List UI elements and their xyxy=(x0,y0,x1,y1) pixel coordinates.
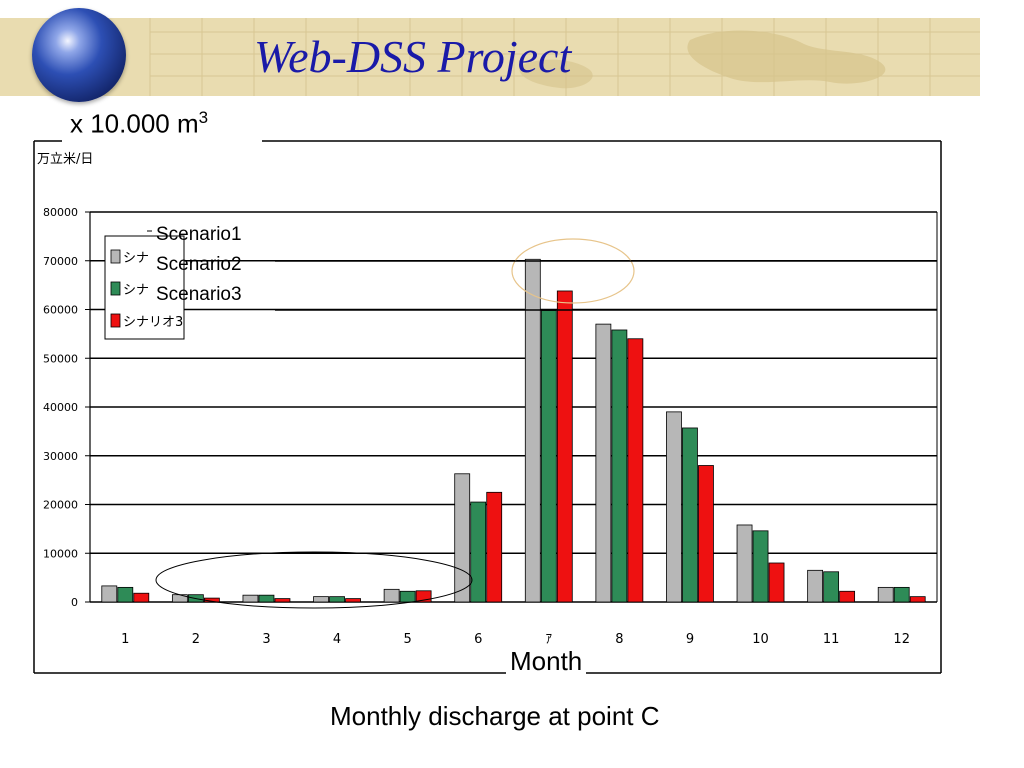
x-tick-label: 5 xyxy=(403,632,411,647)
bar-scenario2 xyxy=(470,501,487,603)
legend-series-label: シナ xyxy=(123,283,149,298)
continent-shape xyxy=(687,30,886,84)
y-tick-label: 40000 xyxy=(43,401,78,414)
y-tick-label: 50000 xyxy=(43,352,78,365)
unit-label: x 10.000 m3 xyxy=(70,108,208,140)
bar-scenario1 xyxy=(454,473,471,603)
x-tick-label: 1 xyxy=(121,632,129,647)
bar-scenario2 xyxy=(682,427,698,603)
unit-label-text: x 10.000 m xyxy=(70,108,199,139)
bar-scenario2 xyxy=(823,571,840,603)
legend-swatch xyxy=(110,249,121,264)
page-title: Web-DSS Project xyxy=(254,31,572,82)
x-tick-label: 6 xyxy=(474,632,482,647)
legend-overlay-scenario3: Scenario3 xyxy=(156,284,242,305)
legend-series-label: シナ xyxy=(123,251,149,266)
chart-caption: Monthly discharge at point C xyxy=(330,701,660,731)
bar-scenario2 xyxy=(329,596,345,603)
bar-scenario2 xyxy=(258,594,275,603)
bar-scenario1 xyxy=(383,588,400,603)
bar-scenario3 xyxy=(698,465,714,603)
low-flow-highlight-oval xyxy=(155,551,473,609)
y-tick-label: 10000 xyxy=(43,547,78,560)
bar-scenario3 xyxy=(133,592,150,603)
x-tick-label: 11 xyxy=(823,632,840,647)
x-tick-label: 9 xyxy=(686,632,694,647)
y-unit-text: 万立米/日 xyxy=(37,152,93,167)
bar-scenario2 xyxy=(611,329,628,603)
bar-scenario1 xyxy=(877,586,894,603)
x-tick-label: 2 xyxy=(192,632,200,647)
y-tick-label: 80000 xyxy=(43,206,78,219)
bar-scenario1 xyxy=(666,411,682,603)
x-axis-title: Month xyxy=(506,646,587,677)
x-tick-label: 10 xyxy=(752,632,769,647)
bar-scenario1 xyxy=(807,569,824,603)
legend-swatch xyxy=(110,313,121,328)
peak-highlight-oval xyxy=(511,238,635,304)
x-tick-label: 4 xyxy=(333,632,341,647)
x-tick-label: 8 xyxy=(615,632,623,647)
y-tick-label: 0 xyxy=(71,596,78,609)
bar-scenario1 xyxy=(595,323,612,603)
bar-scenario2 xyxy=(399,590,416,603)
bar-scenario3 xyxy=(556,290,573,603)
x-tick-label: ｱ xyxy=(546,632,553,647)
bar-scenario1 xyxy=(736,524,753,603)
title-banner xyxy=(0,18,980,96)
bar-scenario3 xyxy=(486,491,503,603)
bar-scenario1 xyxy=(101,585,118,603)
legend-overlay-scenario2: Scenario2 xyxy=(156,254,242,275)
bar-scenario2 xyxy=(117,586,134,603)
y-tick-label: 20000 xyxy=(43,499,78,512)
legend-overlay-scenario1: Scenario1 xyxy=(156,224,242,245)
bar-scenario3 xyxy=(909,596,926,603)
x-tick-label: 12 xyxy=(893,632,910,647)
unit-label-superscript: 3 xyxy=(198,108,209,127)
legend-series-label: シナリオ3 xyxy=(123,315,183,330)
bar-scenario3 xyxy=(768,562,785,603)
bar-scenario2 xyxy=(752,530,769,603)
y-tick-label: 70000 xyxy=(43,255,78,268)
x-tick-label: 3 xyxy=(262,632,270,647)
bar-scenario1 xyxy=(524,258,541,603)
bar-scenario3 xyxy=(627,338,644,603)
y-tick-label: 60000 xyxy=(43,304,78,317)
y-tick-label: 30000 xyxy=(43,450,78,463)
bar-scenario1 xyxy=(313,596,329,603)
bar-scenario1 xyxy=(242,594,259,603)
map-grid-background xyxy=(149,18,980,96)
bar-scenario3 xyxy=(415,590,432,603)
bar-scenario3 xyxy=(839,590,856,603)
continent-shape xyxy=(519,59,593,89)
bar-scenario2 xyxy=(540,310,557,603)
bar-scenario3 xyxy=(274,598,291,603)
globe-icon xyxy=(32,8,126,102)
bar-scenario2 xyxy=(893,586,910,603)
legend-swatch xyxy=(110,281,121,296)
bar-scenario3 xyxy=(345,598,361,603)
